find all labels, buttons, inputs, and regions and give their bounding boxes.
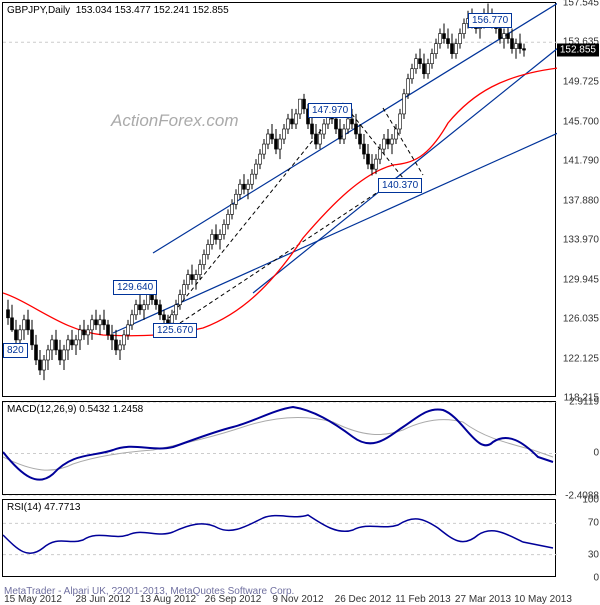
- price-y-axis: 118.215122.125126.035129.945133.970137.8…: [557, 3, 599, 396]
- macd-title: MACD(12,26,9) 0.5432 1.2458: [7, 404, 143, 415]
- rsi-title: RSI(14) 47.7713: [7, 502, 80, 513]
- watermark: ActionForex.com: [111, 111, 239, 131]
- rsi-chart[interactable]: RSI(14) 47.7713 03070100 15 May 201228 J…: [2, 499, 556, 577]
- price-annotation: 156.770: [468, 13, 512, 28]
- price-annotation: 147.970: [308, 103, 352, 118]
- rsi-y-axis: 03070100: [557, 500, 599, 576]
- chart-title: GBPJPY,Daily 153.034 153.477 152.241 152…: [7, 5, 229, 16]
- macd-y-axis: -2.408802.9119: [557, 402, 599, 494]
- macd-canvas: [3, 402, 557, 496]
- price-canvas: [3, 3, 557, 398]
- macd-chart[interactable]: MACD(12,26,9) 0.5432 1.2458 -2.408802.91…: [2, 401, 556, 495]
- rsi-canvas: [3, 500, 557, 578]
- current-price-tag: 152.855: [557, 44, 599, 57]
- price-annotation: 140.370: [378, 178, 422, 193]
- price-annotation: 125.670: [153, 323, 197, 338]
- credit-text: MetaTrader - Alpari UK, ?2001-2013, Meta…: [4, 586, 294, 597]
- price-annotation: 820: [3, 343, 28, 358]
- price-annotation: 129.640: [113, 280, 157, 295]
- price-chart[interactable]: GBPJPY,Daily 153.034 153.477 152.241 152…: [2, 2, 556, 397]
